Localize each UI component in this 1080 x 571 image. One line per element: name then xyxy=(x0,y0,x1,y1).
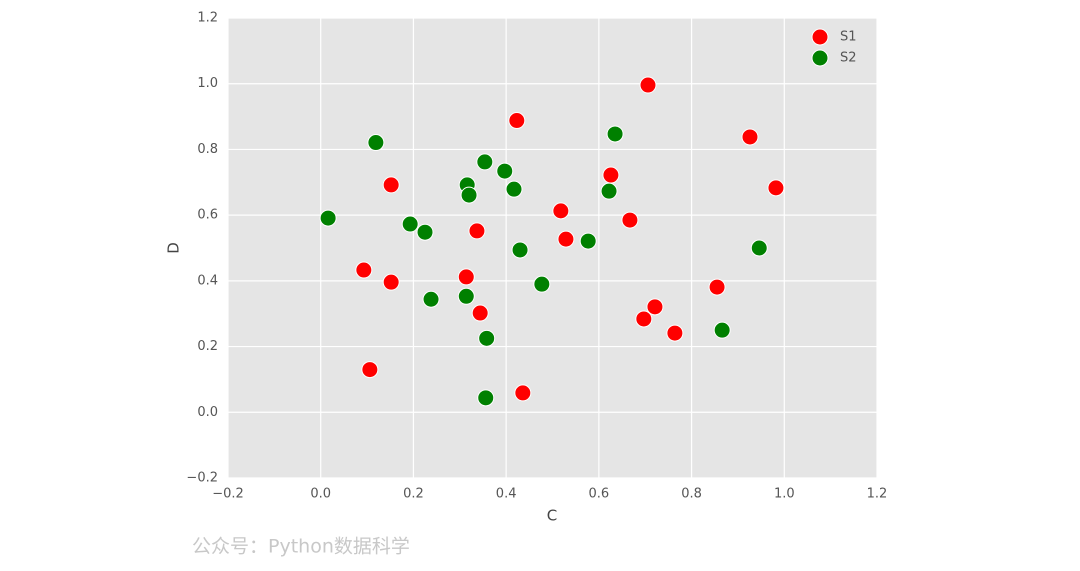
point xyxy=(416,223,434,241)
point xyxy=(557,230,575,248)
point xyxy=(460,186,478,204)
y-tick-label: 0.0 xyxy=(197,405,218,420)
point xyxy=(478,329,496,347)
point xyxy=(361,361,379,379)
point xyxy=(533,275,551,293)
y-tick-label: 1.2 xyxy=(197,11,218,26)
y-tick-label: 1.0 xyxy=(197,76,218,91)
point xyxy=(646,298,664,316)
y-tick-label: 0.6 xyxy=(197,208,218,223)
y-tick-label: 0.4 xyxy=(197,273,218,288)
point xyxy=(514,384,532,402)
grid xyxy=(227,17,878,479)
point xyxy=(579,232,597,250)
point xyxy=(602,166,620,184)
x-tick-label: 1.0 xyxy=(774,487,795,502)
point xyxy=(505,180,523,198)
point xyxy=(476,153,494,171)
legend-label: S1 xyxy=(840,30,857,45)
point xyxy=(508,112,526,130)
point xyxy=(319,209,337,227)
point xyxy=(382,273,400,291)
point xyxy=(600,182,618,200)
point xyxy=(606,125,624,143)
point xyxy=(422,290,440,308)
point xyxy=(621,211,639,229)
y-tick-label: 0.2 xyxy=(197,339,218,354)
point xyxy=(741,128,759,146)
point xyxy=(708,278,726,296)
x-tick-label: 0.6 xyxy=(589,487,610,502)
x-axis-label: C xyxy=(547,507,557,525)
point xyxy=(713,321,731,339)
x-tick-label: −0.2 xyxy=(212,487,244,502)
point xyxy=(511,241,529,259)
point xyxy=(635,310,653,328)
y-axis-label: D xyxy=(165,242,183,254)
point xyxy=(639,76,657,94)
watermark: 公众号：Python数据科学 xyxy=(192,536,410,558)
point xyxy=(496,162,514,180)
point xyxy=(552,202,570,220)
point xyxy=(767,179,785,197)
point xyxy=(382,176,400,194)
point xyxy=(750,239,768,257)
y-tick-label: 0.8 xyxy=(197,142,218,157)
y-tick-label: −0.2 xyxy=(186,471,218,486)
point xyxy=(457,268,475,286)
point xyxy=(468,222,486,240)
legend-marker xyxy=(811,28,829,46)
x-tick-label: 1.2 xyxy=(867,487,888,502)
x-tick-label: 0.0 xyxy=(310,487,331,502)
point xyxy=(666,324,684,342)
plot-area xyxy=(228,18,877,478)
point xyxy=(471,304,489,322)
point xyxy=(355,261,373,279)
x-tick-label: 0.4 xyxy=(496,487,517,502)
marks xyxy=(319,76,785,407)
point xyxy=(477,389,495,407)
x-tick-label: 0.2 xyxy=(403,487,424,502)
point xyxy=(401,215,419,233)
legend-label: S2 xyxy=(840,51,857,66)
point xyxy=(367,134,385,152)
legend-marker xyxy=(811,49,829,67)
point xyxy=(457,287,475,305)
x-tick-label: 0.8 xyxy=(681,487,702,502)
